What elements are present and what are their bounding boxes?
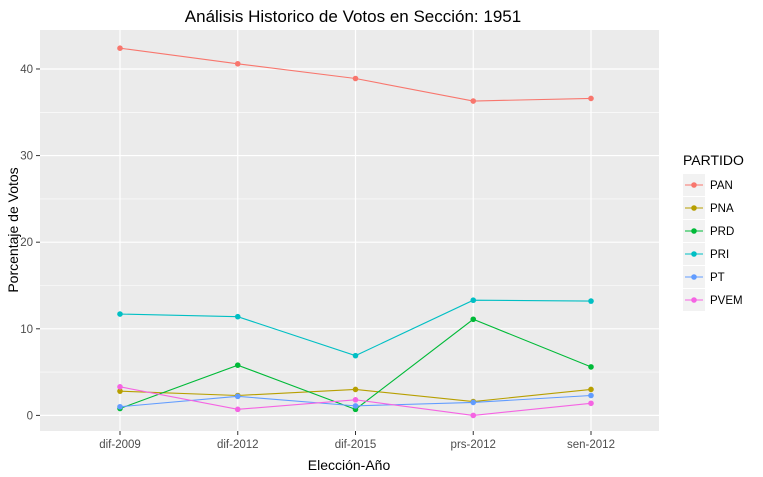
data-point-prd [234, 362, 241, 368]
legend-item-pvem: PVEM [683, 289, 743, 311]
legend-item-prd: PRD [683, 220, 734, 242]
x-tick-label: sen-2012 [567, 439, 615, 451]
data-point-prd [588, 364, 594, 370]
series-pvem [117, 384, 594, 419]
legend-item-pna: PNA [683, 197, 734, 219]
data-point-pan [352, 75, 359, 82]
data-point-pna [588, 386, 594, 393]
legend-item-pan: PAN [683, 174, 733, 196]
series-pri [117, 297, 594, 359]
chart-title: Análisis Historico de Votos en Sección: … [185, 7, 521, 26]
y-tick-label: 0 [27, 410, 33, 422]
legend-label: PVEM [710, 295, 743, 307]
data-point-pan [470, 98, 477, 104]
data-point-pt [352, 403, 359, 409]
data-point-pvem [352, 397, 359, 403]
x-tick-label: dif-2009 [99, 439, 141, 451]
data-point-pt [117, 403, 123, 410]
data-point-pvem [588, 400, 594, 407]
data-point-pri [352, 352, 359, 359]
x-tick-label: dif-2012 [217, 439, 259, 451]
x-tick-label: prs-2012 [451, 439, 496, 451]
data-point-pt [588, 392, 594, 399]
y-tick-label: 20 [20, 237, 33, 249]
y-tick-label: 40 [20, 64, 33, 76]
legend-item-pri: PRI [683, 243, 729, 265]
x-axis-title: Elección-Año [308, 457, 391, 473]
data-point-pvem [234, 406, 241, 413]
data-point-pan [588, 95, 594, 102]
legend-label: PRI [710, 249, 729, 261]
y-axis-title: Porcentaje de Votos [5, 167, 21, 292]
data-point-pri [588, 298, 594, 304]
data-point-pvem [470, 412, 477, 419]
legend-key-point [691, 297, 697, 303]
data-point-pri [470, 297, 477, 304]
legend-label: PNA [710, 203, 734, 215]
legend-key-point [691, 205, 697, 211]
data-point-pvem [117, 384, 123, 390]
data-point-pt [234, 393, 241, 400]
legend: PARTIDO PAN PNA PRD PRI PT PVEM [683, 152, 744, 311]
axes: 0 10 20 30 40 dif-2009 dif-2012 dif-2015 prs-201… [20, 64, 615, 451]
x-tick-label: dif-2015 [335, 439, 377, 451]
y-tick-label: 10 [20, 324, 33, 336]
legend-key-point [691, 274, 697, 280]
data-point-pri [117, 311, 123, 317]
data-point-pan [234, 60, 241, 67]
legend-label: PRD [710, 226, 734, 238]
series-layer [117, 45, 594, 419]
legend-key-point [691, 182, 697, 188]
legend-label: PAN [710, 180, 733, 192]
data-point-prd [470, 316, 477, 323]
legend-key-point [691, 228, 697, 234]
data-point-pna [352, 386, 359, 393]
data-point-pan [117, 45, 123, 51]
series-pt [117, 392, 594, 410]
y-tick-label: 30 [20, 151, 33, 163]
legend-key-point [691, 251, 697, 257]
data-point-pna [117, 388, 123, 394]
plot-panel [40, 30, 659, 431]
legend-title: PARTIDO [683, 152, 744, 168]
legend-label: PT [710, 272, 725, 284]
legend-item-pt: PT [683, 266, 725, 288]
data-point-pri [234, 313, 241, 320]
series-pan [117, 45, 594, 104]
data-point-pt [470, 399, 477, 406]
